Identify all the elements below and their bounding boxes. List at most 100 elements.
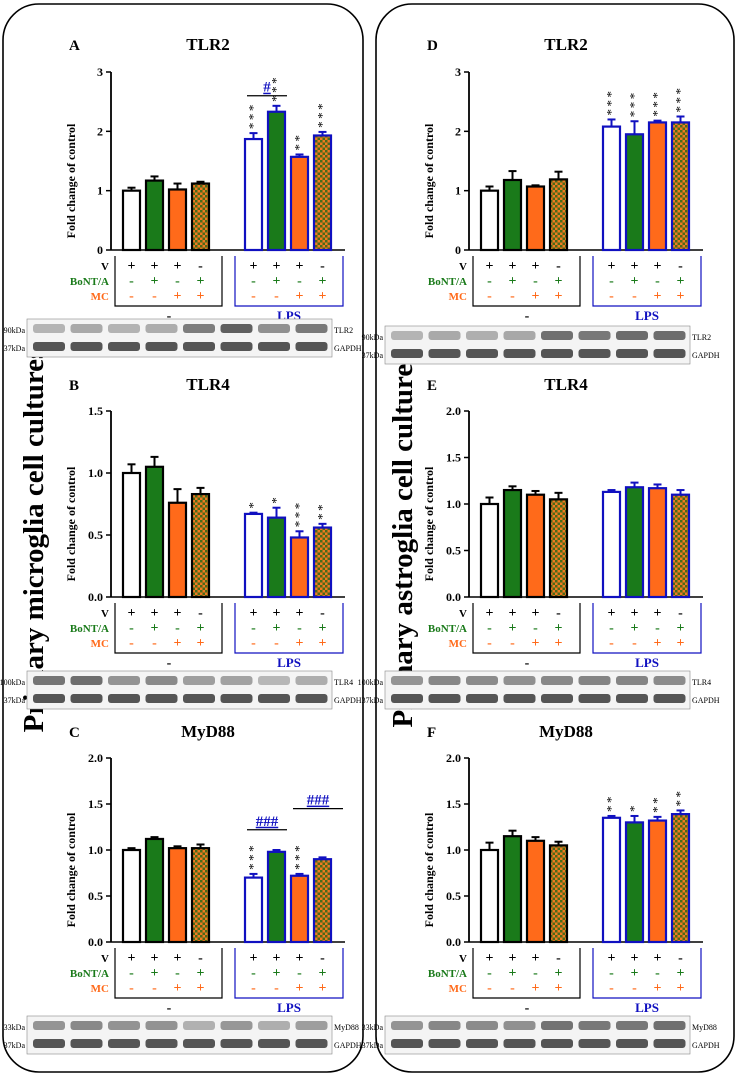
bar bbox=[266, 850, 287, 944]
sign-v: + bbox=[296, 606, 304, 621]
bar bbox=[548, 844, 569, 944]
row-label-v: V bbox=[459, 953, 467, 965]
control-group-label: - bbox=[525, 309, 530, 324]
blot-protein: TLR2 bbox=[334, 326, 353, 335]
bar bbox=[525, 839, 546, 944]
sign-mc: - bbox=[152, 981, 157, 996]
sign-v: - bbox=[556, 951, 561, 966]
sign-mc: + bbox=[532, 636, 540, 651]
sign-v: + bbox=[151, 606, 159, 621]
blot-band bbox=[70, 676, 103, 685]
hash-label: ### bbox=[307, 793, 330, 809]
blot-band bbox=[295, 694, 328, 703]
blot-band bbox=[578, 694, 611, 703]
sign-bont: - bbox=[175, 966, 180, 981]
sign-bont: - bbox=[297, 966, 302, 981]
sign-bont: + bbox=[677, 274, 685, 289]
lps-group-label: LPS bbox=[277, 655, 301, 670]
sign-bont: - bbox=[655, 966, 660, 981]
bar bbox=[647, 121, 668, 252]
blot-band bbox=[653, 694, 686, 703]
blot-kda: 90kDa bbox=[362, 333, 384, 342]
blot-band bbox=[391, 349, 423, 358]
y-tick-label: 0 bbox=[455, 243, 461, 257]
blot-band bbox=[295, 676, 328, 685]
significance-star: * bbox=[672, 97, 687, 104]
significance-star: * bbox=[291, 144, 306, 151]
bar bbox=[167, 501, 188, 599]
blot-kda: 37kDa bbox=[362, 351, 384, 360]
blot-band bbox=[503, 676, 536, 685]
sign-mc: + bbox=[174, 981, 182, 996]
significance-star: * bbox=[291, 503, 306, 510]
blot-band bbox=[428, 1021, 461, 1030]
blot-band bbox=[391, 694, 423, 703]
chart-title: TLR4 bbox=[544, 375, 588, 394]
blot-band bbox=[220, 1039, 253, 1048]
blot-band bbox=[183, 676, 215, 685]
sign-mc: - bbox=[609, 981, 614, 996]
lps-bracket bbox=[234, 256, 344, 307]
sign-v: + bbox=[654, 951, 662, 966]
y-tick-label: 0.5 bbox=[88, 889, 103, 903]
blot-band bbox=[70, 694, 103, 703]
lps-bracket bbox=[234, 948, 344, 999]
bar bbox=[670, 813, 691, 944]
blot-band bbox=[541, 694, 573, 703]
blot-band bbox=[391, 1039, 423, 1048]
sign-bont: + bbox=[151, 966, 159, 981]
sign-bont: - bbox=[129, 274, 134, 289]
bar bbox=[167, 188, 188, 252]
sign-bont: - bbox=[533, 621, 538, 636]
blot-band bbox=[108, 676, 140, 685]
control-bracket bbox=[114, 603, 223, 654]
lps-group-label: LPS bbox=[277, 1000, 301, 1015]
sign-v: + bbox=[608, 606, 616, 621]
y-tick-label: 2 bbox=[455, 124, 461, 138]
bar bbox=[670, 121, 691, 252]
sign-mc: + bbox=[197, 636, 205, 651]
y-tick-label: 0.0 bbox=[446, 935, 461, 949]
blot-band bbox=[466, 1021, 498, 1030]
row-label-bont: BoNT/A bbox=[428, 968, 467, 980]
sign-mc: + bbox=[296, 636, 304, 651]
sign-mc: + bbox=[532, 981, 540, 996]
sign-bont: - bbox=[655, 274, 660, 289]
panel-A: A TLR2 0 1 2 3 Fold change of control * * * * * * * * *… bbox=[4, 35, 362, 358]
bar bbox=[144, 837, 165, 944]
sign-bont: + bbox=[555, 966, 563, 981]
bar bbox=[479, 848, 500, 944]
row-label-bont: BoNT/A bbox=[70, 276, 109, 288]
y-tick-label: 0.0 bbox=[446, 590, 461, 604]
sign-mc: - bbox=[632, 981, 637, 996]
bar bbox=[670, 493, 691, 599]
sign-mc: + bbox=[677, 289, 685, 304]
sign-v: - bbox=[678, 606, 683, 621]
y-axis-label: Fold change of control bbox=[64, 812, 78, 927]
sign-bont: - bbox=[251, 621, 256, 636]
sign-v: + bbox=[631, 606, 639, 621]
row-label-bont: BoNT/A bbox=[428, 276, 467, 288]
blot-protein: GAPDH bbox=[692, 1041, 720, 1050]
sign-bont: + bbox=[555, 621, 563, 636]
sign-bont: + bbox=[273, 274, 281, 289]
significance-star: * bbox=[626, 111, 641, 118]
significance-star: * bbox=[291, 854, 306, 861]
y-axis-label: Fold change of control bbox=[64, 123, 78, 238]
blot-band bbox=[428, 676, 461, 685]
sign-v: - bbox=[198, 951, 203, 966]
y-tick-label: 0.5 bbox=[446, 544, 461, 558]
sign-v: + bbox=[532, 259, 540, 274]
sign-v: + bbox=[631, 259, 639, 274]
y-tick-label: 1.0 bbox=[446, 497, 461, 511]
sign-v: + bbox=[532, 951, 540, 966]
sign-bont: - bbox=[297, 274, 302, 289]
y-axis-label: Fold change of control bbox=[422, 466, 436, 581]
sign-bont: + bbox=[197, 274, 205, 289]
blot-band bbox=[70, 324, 103, 333]
chart-title: MyD88 bbox=[181, 722, 235, 741]
bar bbox=[144, 465, 165, 599]
bar bbox=[190, 847, 211, 944]
sign-mc: + bbox=[654, 636, 662, 651]
lps-bracket bbox=[592, 948, 702, 999]
